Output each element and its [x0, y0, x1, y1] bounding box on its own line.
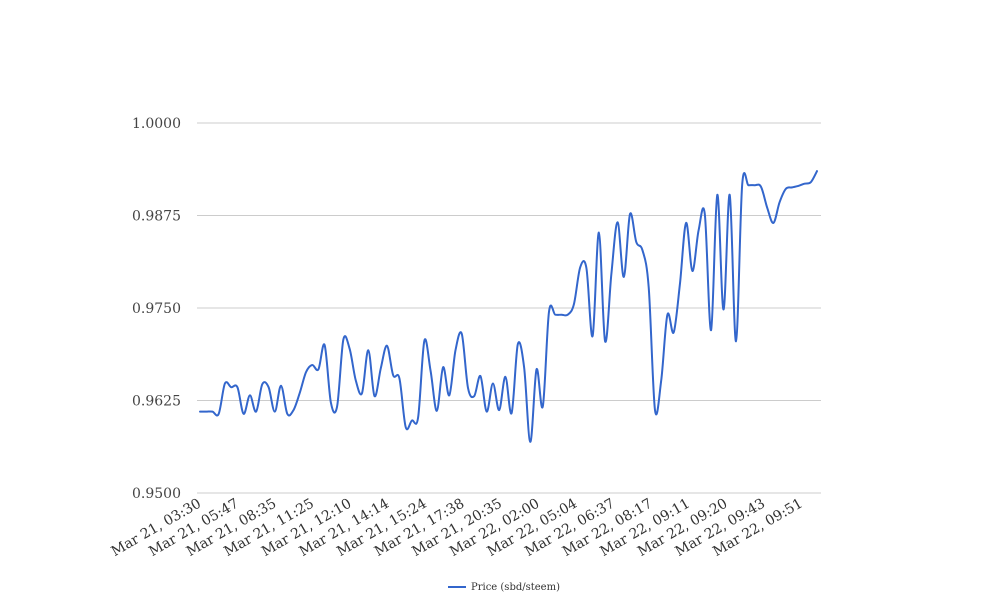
y-tick-label: 0.9875: [132, 209, 181, 225]
y-tick-label: 0.9625: [132, 394, 181, 410]
y-tick-label: 0.9500: [132, 486, 181, 502]
legend-swatch: [448, 585, 466, 588]
legend-label: Price (sbd/steem): [471, 582, 560, 593]
series-line-price: [199, 170, 818, 443]
y-axis: 1.0000 0.9875 0.9750 0.9625 0.9500: [132, 116, 181, 502]
gridlines: [197, 122, 821, 494]
legend[interactable]: Price (sbd/steem): [0, 582, 1008, 593]
y-tick-label: 1.0000: [132, 116, 181, 132]
plot-area: [199, 170, 818, 443]
line-chart: 1.0000 0.9875 0.9750 0.9625 0.9500 Mar 21, 0…: [109, 116, 821, 560]
y-tick-label: 0.9750: [132, 301, 181, 317]
